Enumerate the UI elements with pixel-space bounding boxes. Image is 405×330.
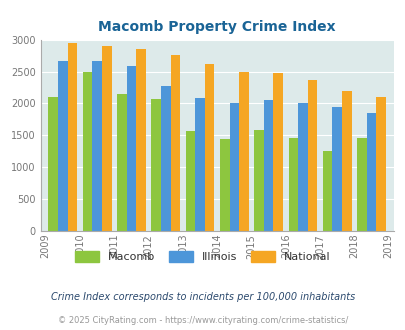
Bar (288, 138, 297, 231)
Bar (117, 94, 126, 231)
Bar (151, 99, 160, 231)
Text: Crime Index corresponds to incidents per 100,000 inhabitants: Crime Index corresponds to incidents per… (51, 292, 354, 302)
Bar (229, 103, 239, 231)
Bar (297, 103, 307, 231)
Bar (92, 61, 102, 231)
Bar (83, 72, 92, 231)
Bar (126, 66, 136, 231)
Bar (205, 64, 214, 231)
Bar (322, 150, 332, 231)
Bar (102, 46, 111, 231)
Bar (366, 113, 375, 231)
Bar (332, 107, 341, 231)
Bar (195, 98, 205, 231)
Bar (375, 97, 385, 231)
Bar (220, 139, 229, 231)
Bar (341, 91, 351, 231)
Bar (170, 55, 180, 231)
Bar (185, 131, 195, 231)
Bar (356, 138, 366, 231)
Bar (160, 85, 170, 231)
Title: Macomb Property Crime Index: Macomb Property Crime Index (98, 20, 335, 34)
Bar (58, 61, 68, 231)
Bar (254, 130, 263, 231)
Bar (136, 49, 145, 231)
Legend: Macomb, Illinois, National: Macomb, Illinois, National (70, 247, 335, 267)
Bar (239, 72, 248, 231)
Text: © 2025 CityRating.com - https://www.cityrating.com/crime-statistics/: © 2025 CityRating.com - https://www.city… (58, 316, 347, 325)
Bar (263, 100, 273, 231)
Bar (273, 73, 282, 231)
Bar (68, 44, 77, 231)
Bar (48, 97, 58, 231)
Bar (307, 81, 317, 231)
